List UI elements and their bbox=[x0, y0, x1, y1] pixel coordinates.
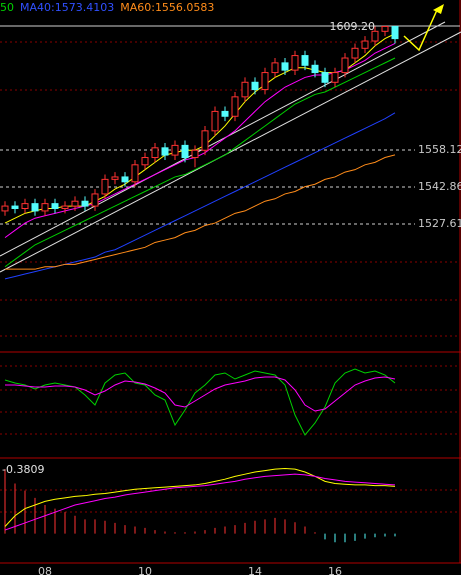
arrow bbox=[403, 9, 438, 52]
candle-body bbox=[281, 62, 289, 71]
candle-body bbox=[341, 57, 349, 74]
candle-body bbox=[271, 62, 279, 74]
candle-body bbox=[61, 205, 69, 209]
candle-body bbox=[381, 25, 389, 32]
legend-entry: MA60:1556.0583 bbox=[120, 1, 214, 14]
legend-entry: 50 bbox=[0, 1, 14, 14]
candle-body bbox=[1, 205, 9, 212]
candle-body bbox=[131, 164, 139, 183]
x-tick-label: 14 bbox=[248, 565, 262, 575]
candle-body bbox=[11, 205, 19, 209]
candle-body bbox=[111, 176, 119, 180]
candle-body bbox=[191, 149, 199, 159]
ma-line bbox=[4, 33, 396, 224]
macd-label: -0.3809 bbox=[2, 463, 44, 476]
candle-body bbox=[291, 55, 299, 71]
candle-body bbox=[171, 144, 179, 156]
macd-line bbox=[4, 473, 396, 531]
candle-body bbox=[31, 203, 39, 212]
candle-body bbox=[251, 81, 259, 91]
candle-body bbox=[181, 144, 189, 159]
candle-body bbox=[331, 72, 339, 83]
macd-line bbox=[4, 467, 396, 527]
ma-line bbox=[4, 42, 396, 239]
candle-body bbox=[321, 72, 329, 83]
trend-line bbox=[0, 31, 461, 273]
candle-body bbox=[121, 176, 129, 183]
candle-body bbox=[201, 130, 209, 151]
ma-line bbox=[5, 154, 396, 270]
candle-body bbox=[81, 200, 89, 207]
x-tick-label: 08 bbox=[38, 565, 52, 575]
candle-body bbox=[161, 147, 169, 156]
indicator-line bbox=[5, 376, 396, 412]
candle-body bbox=[351, 47, 359, 59]
y-tick-label: 1527.61 bbox=[418, 217, 461, 230]
candle-body bbox=[21, 203, 29, 209]
y-tick-label: 1542.86 bbox=[418, 180, 461, 193]
candle-body bbox=[261, 72, 269, 91]
trend-line bbox=[0, 21, 446, 257]
ma-line bbox=[4, 57, 396, 268]
legend-entry: MA40:1573.4103 bbox=[20, 1, 114, 14]
x-tick-label: 16 bbox=[328, 565, 342, 575]
candle-body bbox=[101, 178, 109, 195]
high-label: 1609.20 bbox=[330, 20, 376, 33]
x-tick-label: 10 bbox=[138, 565, 152, 575]
ma-line bbox=[4, 112, 396, 280]
candle-body bbox=[371, 30, 379, 42]
candle-body bbox=[311, 64, 319, 74]
candle-body bbox=[41, 203, 49, 212]
candle-body bbox=[391, 25, 399, 40]
candle-body bbox=[141, 157, 149, 166]
candle-body bbox=[71, 200, 79, 207]
candle-body bbox=[91, 193, 99, 207]
candle-body bbox=[361, 40, 369, 49]
candle-body bbox=[211, 110, 219, 132]
candle-body bbox=[221, 110, 229, 117]
legend: 50 MA40:1573.4103 MA60:1556.0583 bbox=[0, 1, 214, 14]
y-tick-label: 1558.12 bbox=[418, 143, 461, 156]
candle-body bbox=[301, 55, 309, 66]
candle-body bbox=[51, 203, 59, 209]
candle-body bbox=[151, 147, 159, 159]
candle-body bbox=[231, 96, 239, 117]
candle-body bbox=[241, 81, 249, 98]
arrow-head bbox=[433, 4, 444, 14]
